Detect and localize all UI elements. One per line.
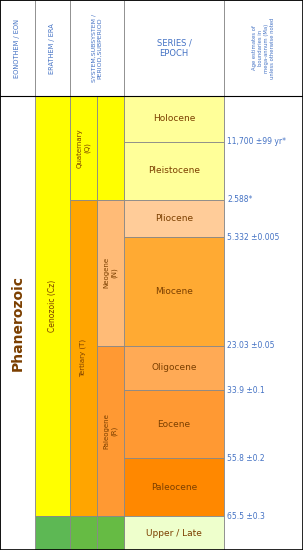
Text: Eocene: Eocene <box>158 420 191 428</box>
Text: 65.5 ±0.3: 65.5 ±0.3 <box>227 512 265 521</box>
Bar <box>97 200 124 346</box>
Bar <box>124 96 224 142</box>
Text: 5.332 ±0.005: 5.332 ±0.005 <box>227 233 279 242</box>
Text: 55.8 ±0.2: 55.8 ±0.2 <box>227 454 265 463</box>
Bar <box>97 346 124 516</box>
Text: Tertiary (T): Tertiary (T) <box>80 339 86 377</box>
Text: Miocene: Miocene <box>155 287 193 296</box>
Bar <box>224 96 303 550</box>
Text: Pleistocene: Pleistocene <box>148 166 200 175</box>
Text: Holocene: Holocene <box>153 114 195 123</box>
Text: Upper / Late: Upper / Late <box>146 529 202 537</box>
Bar <box>124 390 224 458</box>
Text: Paleogene
(R): Paleogene (R) <box>104 413 117 449</box>
Bar <box>70 200 97 516</box>
Text: Age estimates of
boundaries in
mega-annum (Ma)
unless otherwise noted: Age estimates of boundaries in mega-annu… <box>252 18 275 79</box>
Text: 2.588*: 2.588* <box>227 195 252 204</box>
Bar <box>124 0 224 96</box>
Bar <box>70 0 124 96</box>
Bar <box>0 0 35 96</box>
Text: Quaternary
(Q): Quaternary (Q) <box>76 128 90 168</box>
Text: 33.9 ±0.1: 33.9 ±0.1 <box>227 386 265 395</box>
Text: 11,700 ±99 yr*: 11,700 ±99 yr* <box>227 137 286 146</box>
Bar <box>124 238 224 346</box>
Text: SYSTEM,SUBSYSTEM /
PERIOD,SUBPERIOD: SYSTEM,SUBSYSTEM / PERIOD,SUBPERIOD <box>92 14 102 82</box>
Bar <box>224 0 303 96</box>
Text: Oligocene: Oligocene <box>151 364 197 372</box>
Bar <box>124 200 224 238</box>
Bar <box>70 516 97 550</box>
Bar <box>124 142 224 200</box>
Text: Phanerozoic: Phanerozoic <box>10 275 25 371</box>
Bar <box>70 96 97 200</box>
Bar <box>35 0 70 96</box>
Text: Paleocene: Paleocene <box>151 483 197 492</box>
Bar <box>35 96 70 516</box>
Text: Pliocene: Pliocene <box>155 214 193 223</box>
Bar <box>0 96 35 550</box>
Text: Cenozoic (Cz): Cenozoic (Cz) <box>48 280 57 332</box>
Bar <box>124 516 224 550</box>
Text: ERATHEM / ERA: ERATHEM / ERA <box>49 23 55 74</box>
Bar <box>97 516 124 550</box>
Text: Neogene
(N): Neogene (N) <box>104 257 117 288</box>
Bar <box>124 346 224 390</box>
Text: EONOTHEM / EON: EONOTHEM / EON <box>15 19 20 78</box>
Text: 23.03 ±0.05: 23.03 ±0.05 <box>227 342 275 350</box>
Text: SERIES /
EPOCH: SERIES / EPOCH <box>157 39 191 58</box>
Bar <box>35 516 70 550</box>
Bar <box>124 458 224 516</box>
Bar <box>97 96 124 200</box>
